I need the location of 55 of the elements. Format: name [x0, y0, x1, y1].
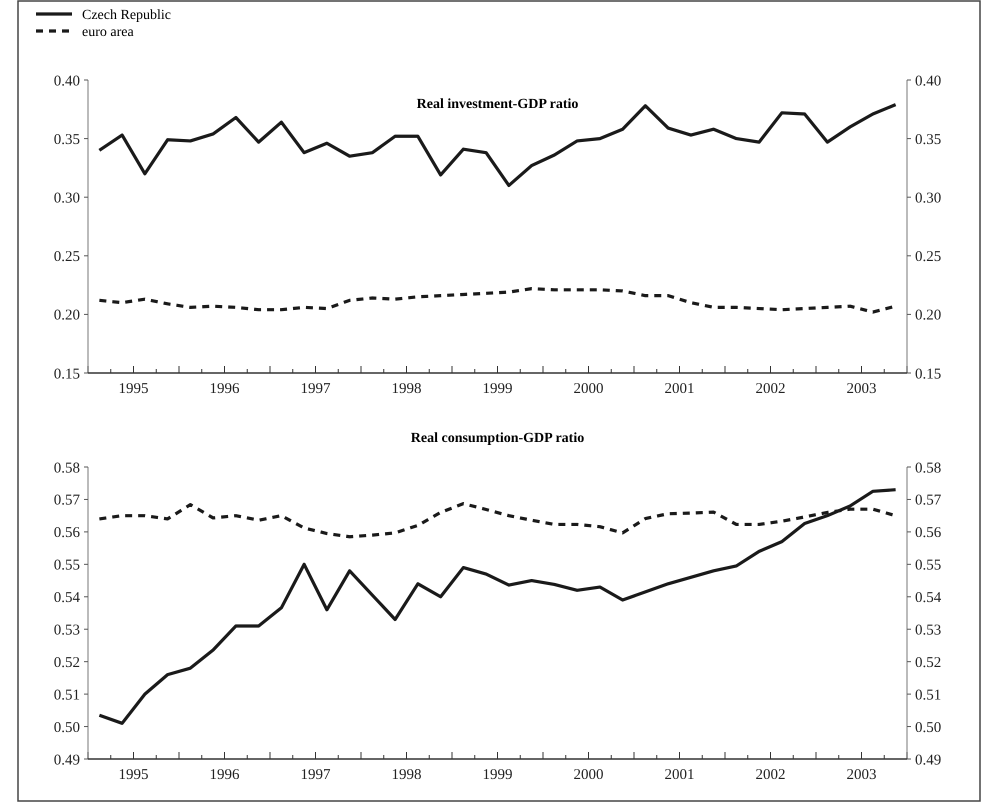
y2-tick-label: 0.54 — [915, 590, 942, 606]
legend-label: euro area — [82, 24, 134, 40]
x-tick-label: 2000 — [574, 381, 604, 397]
y-tick-label: 0.52 — [54, 654, 80, 671]
y-tick-label: 0.58 — [54, 460, 80, 476]
y-tick-label: 0.53 — [54, 622, 80, 638]
x-tick-label: 2001 — [664, 767, 694, 783]
x-tick-label: 1997 — [300, 767, 331, 783]
y-tick-label: 0.30 — [54, 190, 80, 206]
y2-tick-label: 0.49 — [915, 752, 942, 768]
y-tick-label: 0.54 — [54, 590, 80, 606]
y2-tick-label: 0.15 — [915, 366, 942, 382]
x-tick-label: 2002 — [756, 381, 786, 397]
y-tick-label: 0.25 — [54, 249, 80, 266]
x-tick-label: 1996 — [210, 381, 240, 397]
y2-tick-label: 0.55 — [915, 558, 942, 574]
y2-tick-label: 0.25 — [915, 249, 942, 266]
y2-tick-label: 0.53 — [915, 622, 942, 638]
y2-tick-label: 0.58 — [915, 460, 942, 476]
y-tick-label: 0.20 — [54, 308, 80, 324]
y2-tick-label: 0.40 — [915, 73, 942, 90]
legend-label: Czech Republic — [82, 8, 172, 23]
x-tick-label: 1999 — [482, 767, 512, 783]
y-tick-label: 0.49 — [54, 752, 80, 768]
line-series — [98, 488, 898, 725]
y-tick-label: 0.50 — [54, 720, 80, 736]
x-tick-label: 1995 — [118, 767, 148, 783]
y2-tick-label: 0.35 — [915, 132, 942, 148]
x-tick-label: 2003 — [846, 381, 876, 397]
y-tick-label: 0.55 — [54, 558, 80, 574]
y-tick-label: 0.40 — [54, 73, 80, 90]
y-tick-label: 0.57 — [54, 492, 80, 509]
y2-tick-label: 0.50 — [915, 720, 942, 736]
x-tick-label: 1998 — [392, 381, 422, 397]
x-tick-label: 2002 — [756, 767, 786, 783]
x-tick-label: 2000 — [574, 767, 604, 783]
x-tick-label: 1997 — [300, 381, 331, 397]
x-tick-label: 1995 — [118, 381, 148, 397]
y-tick-label: 0.35 — [54, 132, 80, 148]
y2-tick-label: 0.57 — [915, 492, 942, 509]
y2-tick-label: 0.51 — [915, 687, 942, 704]
x-tick-label: 2001 — [664, 381, 694, 397]
text: Real investment-GDP ratio — [416, 97, 578, 112]
chart-title: Real consumption-GDP ratio — [410, 431, 584, 446]
x-tick-label: 1999 — [482, 381, 512, 397]
y-tick-label: 0.51 — [54, 687, 80, 704]
y-tick-label: 0.15 — [54, 366, 80, 382]
y2-tick-label: 0.30 — [915, 190, 942, 206]
y2-tick-label: 0.52 — [915, 654, 942, 671]
y2-tick-label: 0.56 — [915, 525, 942, 542]
x-tick-label: 1998 — [392, 767, 422, 783]
y2-tick-label: 0.20 — [915, 308, 942, 324]
y-tick-label: 0.56 — [54, 525, 80, 542]
x-tick-label: 1996 — [210, 767, 240, 783]
x-tick-label: 2003 — [846, 767, 876, 783]
